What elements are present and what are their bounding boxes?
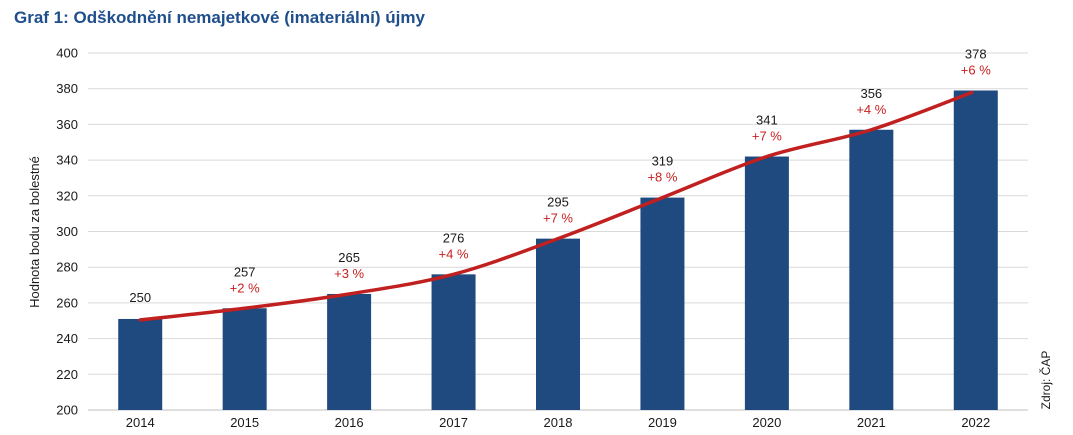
y-tick-label: 240	[56, 331, 78, 346]
y-tick-label: 380	[56, 81, 78, 96]
y-axis-label: Hodnota bodu za bolestné	[27, 156, 42, 308]
value-label: 295	[547, 195, 569, 210]
bar	[640, 197, 685, 410]
value-label: 250	[129, 290, 151, 305]
bar	[431, 274, 476, 410]
bar	[953, 90, 998, 411]
change-label: +3 %	[334, 266, 364, 281]
x-tick-label: 2022	[961, 415, 990, 430]
bar	[222, 308, 267, 410]
y-tick-label: 220	[56, 367, 78, 382]
value-label: 276	[443, 230, 465, 245]
x-tick-label: 2017	[439, 415, 468, 430]
bar	[849, 129, 894, 410]
value-label: 356	[860, 86, 882, 101]
y-tick-label: 300	[56, 224, 78, 239]
bar	[536, 238, 580, 410]
x-tick-label: 2014	[126, 415, 155, 430]
bar	[744, 156, 789, 410]
y-tick-label: 280	[56, 260, 78, 275]
y-tick-label: 200	[56, 403, 78, 418]
value-label: 257	[234, 264, 256, 279]
x-tick-label: 2018	[544, 415, 573, 430]
x-tick-label: 2015	[230, 415, 259, 430]
x-tick-label: 2021	[857, 415, 886, 430]
x-tick-label: 2016	[335, 415, 364, 430]
y-tick-label: 340	[56, 153, 78, 168]
bars	[118, 90, 998, 411]
change-label: +4 %	[439, 246, 469, 261]
y-axis-ticks: 200 220 240 260 280 300 320 340 360 380 400	[56, 46, 78, 418]
y-tick-label: 320	[56, 188, 78, 203]
value-label: 378	[965, 46, 987, 61]
trend-line	[138, 90, 974, 322]
change-label: +4 %	[856, 102, 886, 117]
y-tick-label: 400	[56, 46, 78, 61]
chart-title: Graf 1: Odškodnění nemajetkové (imateriá…	[14, 8, 425, 27]
change-label: +8 %	[647, 170, 677, 185]
value-label: 341	[756, 113, 778, 128]
x-axis-ticks: 2014 2015 2016 2017 2018 2019 2020 2021 2022	[126, 415, 990, 430]
bar	[327, 293, 372, 410]
x-tick-label: 2019	[648, 415, 677, 430]
change-label: +7 %	[752, 129, 782, 144]
change-label: +6 %	[961, 62, 991, 77]
change-label: +7 %	[543, 211, 573, 226]
value-label: 265	[338, 250, 360, 265]
source-note: Zdroj: ČAP	[1038, 351, 1053, 410]
change-label: +2 %	[230, 280, 260, 295]
y-tick-label: 260	[56, 295, 78, 310]
y-tick-label: 360	[56, 117, 78, 132]
value-label: 319	[652, 154, 674, 169]
x-tick-label: 2020	[752, 415, 781, 430]
bar	[118, 318, 163, 410]
